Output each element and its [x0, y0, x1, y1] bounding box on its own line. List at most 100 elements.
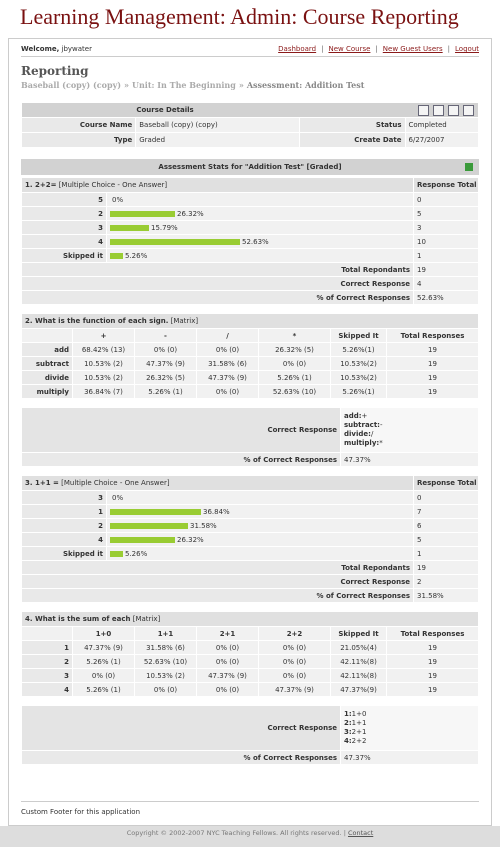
- top-bar: Welcome, jbywater Dashboard | New Course | N…: [21, 42, 479, 57]
- correct-key: multiply:: [344, 439, 380, 447]
- contact-link[interactable]: Contact: [347, 829, 374, 837]
- column-header-row: 1+0 1+1 2+1 2+2 Skipped It Total Responses: [22, 627, 478, 640]
- nav: Dashboard | New Course | New Guest Users | Log…: [278, 45, 479, 53]
- matrix-cell: 5.26% (1): [73, 683, 134, 696]
- matrix-cell: 0% (0): [197, 641, 258, 654]
- correct-response: Correct Response 1:1+0 2:1+1 3:2+1 4:2+2% of…: [21, 705, 479, 765]
- nav-link[interactable]: Dashboard: [278, 45, 317, 53]
- correct-answer: 2+1: [351, 728, 367, 736]
- matrix-cell: 0% (0): [197, 385, 258, 398]
- row-label: 2: [22, 655, 72, 668]
- correct-row: Correct Response add:+ subtract:- divide:/m…: [22, 408, 478, 452]
- option-label: 1: [22, 505, 106, 518]
- matrix-cell: 0% (0): [135, 343, 196, 356]
- detail-row: Type Graded Create Date 6/27/2007: [22, 133, 478, 147]
- toolbar-icon[interactable]: [448, 105, 459, 116]
- option-percent: 0%: [112, 195, 124, 204]
- field-label: Create Date: [300, 133, 405, 147]
- toolbar-icon[interactable]: [433, 105, 444, 116]
- matrix-cell: 19: [387, 385, 478, 398]
- row-label: 1: [22, 641, 72, 654]
- bar: [110, 522, 188, 529]
- option-percent: 31.58%: [190, 521, 217, 530]
- summary-value: 52.63%: [414, 291, 478, 304]
- question-kind: [Matrix]: [170, 317, 199, 325]
- toolbar-icon[interactable]: [463, 105, 474, 116]
- question: 3. 1+1 = [Multiple Choice - One Answer] R…: [21, 475, 479, 603]
- correct-answer: 1+1: [351, 719, 367, 727]
- separator: |: [343, 829, 346, 837]
- welcome: Welcome, jbywater: [21, 45, 92, 53]
- matrix-cell: 5.26%(1): [331, 343, 386, 356]
- option-row: 4 52.63% 10: [22, 235, 478, 248]
- summary-value: 19: [414, 263, 478, 276]
- matrix-cell: 21.05%(4): [331, 641, 386, 654]
- nav-link[interactable]: Logout: [455, 45, 479, 53]
- option-label: 3: [22, 221, 106, 234]
- question-header: 2. What is the function of each sign. [M…: [22, 314, 478, 328]
- empty-header: [22, 627, 72, 640]
- matrix-cell: 47.37%(9): [331, 683, 386, 696]
- breadcrumb: Baseball (copy) (copy)» Unit: In The Begi…: [21, 80, 364, 90]
- option-bar-cell: 5.26%: [107, 547, 413, 560]
- copyright-bar: Copyright © 2002-2007 NYC Teaching Fello…: [0, 826, 500, 847]
- question-title: 2. What is the function of each sign.: [25, 317, 169, 325]
- matrix-row: 4 5.26% (1) 0% (0) 0% (0) 47.37% (9) 47.37%(9…: [22, 683, 478, 696]
- matrix-cell: 42.11%(8): [331, 669, 386, 682]
- summary-value: 31.58%: [414, 589, 478, 602]
- matrix-cell: 19: [387, 357, 478, 370]
- correct-label: Correct Response: [22, 706, 340, 750]
- matrix-cell: 36.84% (7): [73, 385, 134, 398]
- matrix-cell: 0% (0): [197, 683, 258, 696]
- correct-item: subtract:-: [344, 421, 475, 430]
- option-count: 3: [414, 221, 478, 234]
- matrix-cell: 47.37% (9): [197, 371, 258, 384]
- separator: |: [321, 45, 324, 53]
- export-icon[interactable]: [465, 163, 473, 171]
- separator: »: [124, 80, 130, 90]
- option-percent: 26.32%: [177, 535, 204, 544]
- matrix-cell: 0% (0): [135, 683, 196, 696]
- toolbar-icon[interactable]: [418, 105, 429, 116]
- field-value: Completed: [405, 118, 478, 132]
- column-header: 2+2: [259, 627, 330, 640]
- question-header: 1. 2+2= [Multiple Choice - One Answer] Re…: [22, 178, 478, 192]
- matrix-row: subtract 10.53% (2) 47.37% (9) 31.58% (6) 0%…: [22, 357, 478, 370]
- option-percent: 5.26%: [124, 251, 148, 260]
- matrix-cell: 0% (0): [259, 669, 330, 682]
- matrix-cell: 5.26%(1): [331, 385, 386, 398]
- column-header: /: [197, 329, 258, 342]
- user-name: jbywater: [61, 45, 92, 53]
- option-percent: 36.84%: [202, 507, 230, 516]
- question-title-cell: 3. 1+1 = [Multiple Choice - One Answer]: [22, 476, 413, 490]
- correct-response: Correct Response add:+ subtract:- divide:/m…: [21, 407, 479, 467]
- option-bar-cell: 0%: [107, 491, 413, 504]
- summary-row: % of Correct Responses 31.58%: [22, 589, 478, 602]
- matrix-row: multiply 36.84% (7) 5.26% (1) 0% (0) 52.63% …: [22, 385, 478, 398]
- row-label: multiply: [22, 385, 72, 398]
- column-header: Skipped It: [331, 627, 386, 640]
- separator: |: [447, 45, 451, 53]
- nav-link[interactable]: New Guest Users: [382, 45, 443, 53]
- matrix-cell: 0% (0): [259, 641, 330, 654]
- summary-row: Correct Response 4: [22, 277, 478, 290]
- correct-key: 3:: [344, 728, 352, 736]
- matrix-row: 2 5.26% (1) 52.63% (10) 0% (0) 0% (0) 42.11%(…: [22, 655, 478, 668]
- field-label: Status: [300, 118, 405, 132]
- option-label: Skipped it: [22, 249, 106, 262]
- correct-item: multiply:*: [344, 439, 475, 448]
- option-bar-cell: 26.32%: [107, 207, 413, 220]
- matrix-cell: 0% (0): [197, 343, 258, 356]
- matrix-row: 3 0% (0) 10.53% (2) 47.37% (9) 0% (0) 42.11%(…: [22, 669, 478, 682]
- option-bar-cell: 0%: [107, 193, 413, 206]
- nav-link[interactable]: New Course: [328, 45, 371, 53]
- option-row: 2 26.32% 5: [22, 207, 478, 220]
- field-value: Baseball (copy) (copy): [136, 118, 300, 132]
- column-header: -: [135, 329, 196, 342]
- option-label: 2: [22, 519, 106, 532]
- question: 4. What is the sum of each [Matrix] 1+0 1+…: [21, 611, 479, 697]
- correct-values: 1:1+0 2:1+1 3:2+1 4:2+2: [341, 706, 478, 750]
- summary-label: Correct Response: [22, 575, 413, 588]
- option-percent: 15.79%: [151, 223, 178, 232]
- option-label: 3: [22, 491, 106, 504]
